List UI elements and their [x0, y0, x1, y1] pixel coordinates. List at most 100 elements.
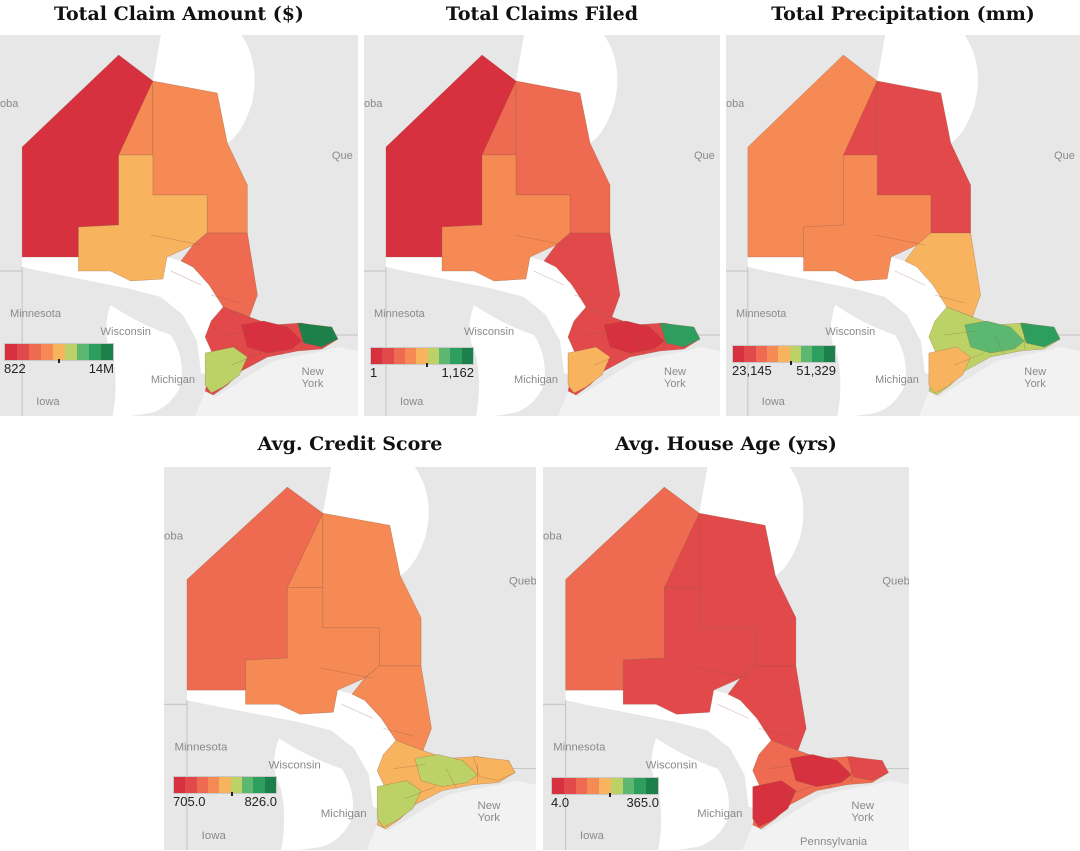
legend-swatch — [53, 344, 65, 360]
legend-swatch — [744, 346, 756, 362]
label-manitoba: oba — [364, 98, 383, 110]
panel-title: Avg. Credit Score — [257, 433, 443, 455]
color-legend: 4.0 365.0 — [551, 777, 659, 813]
legend-swatch — [382, 348, 394, 364]
legend-gradient — [732, 345, 836, 363]
label-york: York — [477, 812, 500, 824]
hudson-bay — [152, 35, 255, 143]
region-east — [543, 232, 621, 318]
label-michigan: Michigan — [697, 808, 742, 820]
legend-swatch — [461, 348, 473, 364]
state-border — [364, 267, 387, 416]
legend-swatch — [634, 778, 647, 794]
label-minnesota: Minnesota — [174, 742, 228, 754]
ontario-map: oba Queb Minnesota Wisconsin Michigan Iowa New… — [164, 467, 536, 850]
legend-swatch — [789, 346, 801, 362]
legend-tick — [790, 361, 792, 365]
legend-swatch — [416, 348, 428, 364]
map-panel-claim-amount: Total Claim Amount ($) oba Que Minnesota Wi… — [0, 0, 358, 418]
legend-min: 822 — [4, 361, 26, 376]
legend-swatch — [174, 777, 186, 793]
panel-title: Total Claims Filed — [445, 3, 639, 25]
region-mid — [803, 154, 932, 282]
lake-michigan — [469, 305, 545, 416]
region-gta — [241, 320, 303, 354]
state-border — [726, 267, 749, 416]
state-border — [164, 700, 188, 850]
region-mid — [441, 154, 571, 282]
legend-swatch — [393, 348, 405, 364]
label-manitoba: oba — [543, 530, 563, 542]
legend-swatch — [755, 346, 767, 362]
legend-swatch — [65, 344, 77, 360]
label-quebec: Queb — [882, 576, 909, 588]
region-swo — [928, 346, 971, 394]
lake-superior — [186, 690, 396, 809]
legend-swatch — [207, 777, 220, 793]
lake-superior — [565, 690, 772, 809]
region-swo — [204, 346, 248, 394]
label-minnesota: Minnesota — [374, 308, 426, 320]
legend-swatch — [253, 777, 265, 793]
panel-title: Total Claim Amount ($) — [54, 3, 304, 25]
hudson-bay — [322, 467, 429, 576]
legend-max: 14M — [88, 361, 114, 376]
region-east — [727, 665, 807, 751]
legend-swatch — [89, 344, 101, 360]
district-lines — [150, 234, 302, 366]
lake-erie-ontario — [918, 347, 1080, 416]
lake-erie-ontario — [558, 347, 720, 416]
legend-max: 826.0 — [244, 794, 277, 809]
region-swo — [376, 780, 422, 828]
label-wisconsin: Wisconsin — [268, 760, 320, 772]
label-minnesota: Minnesota — [553, 742, 606, 754]
label-manitoba: oba — [0, 98, 19, 110]
map-panel-credit-score: Avg. Credit Score oba Queb Minnesota Wiscon… — [164, 430, 536, 850]
label-iowa: Iowa — [36, 396, 60, 408]
legend-swatch — [77, 344, 89, 360]
color-legend: 705.0 826.0 — [173, 776, 277, 812]
panel-title: Total Precipitation (mm) — [771, 3, 1035, 25]
region-east — [351, 665, 432, 751]
label-wisconsin: Wisconsin — [464, 326, 514, 338]
hudson-bay — [699, 467, 804, 576]
map-view[interactable]: oba Que Minnesota Wisconsin Michigan Iowa New Y… — [726, 35, 1080, 416]
legend-tick — [231, 792, 233, 796]
legend-tick — [609, 793, 611, 797]
region-mid — [245, 587, 380, 715]
label-michigan: Michigan — [151, 374, 195, 386]
legend-swatch — [101, 344, 113, 360]
map-view[interactable]: oba Queb Minnesota Wisconsin Michigan Iowa New… — [164, 467, 536, 850]
lake-michigan — [274, 738, 354, 850]
color-legend: 1 1,162 — [370, 347, 474, 383]
legend-swatch — [5, 344, 17, 360]
label-quebec: Que — [694, 150, 715, 162]
label-new: New — [477, 800, 501, 812]
map-panel-precipitation: Total Precipitation (mm) oba Que Minnesota… — [726, 0, 1080, 418]
label-york: York — [664, 378, 686, 390]
legend-gradient — [370, 347, 474, 365]
region-mid — [622, 587, 756, 715]
label-quebec: Queb — [509, 576, 536, 588]
legend-swatch — [552, 778, 564, 794]
legend-swatch — [41, 344, 53, 360]
label-wisconsin: Wisconsin — [101, 326, 151, 338]
legend-swatch — [766, 346, 779, 362]
district-lines — [320, 667, 478, 799]
lake-michigan — [830, 305, 906, 416]
legend-swatch — [438, 348, 451, 364]
lake-erie-ontario — [742, 780, 909, 850]
map-view[interactable]: oba Que Minnesota Wisconsin Michigan Iowa New Y… — [0, 35, 358, 416]
lake-michigan — [106, 305, 182, 416]
legend-min: 705.0 — [173, 794, 206, 809]
label-iowa: Iowa — [400, 396, 424, 408]
legend-swatch — [800, 346, 813, 362]
label-minnesota: Minnesota — [10, 308, 62, 320]
label-york: York — [302, 378, 324, 390]
region-ottawa — [659, 322, 701, 348]
legend-swatch — [371, 348, 383, 364]
label-wisconsin: Wisconsin — [825, 326, 875, 338]
region-gta — [964, 320, 1025, 354]
label-michigan: Michigan — [514, 374, 558, 386]
legend-swatch — [185, 777, 197, 793]
